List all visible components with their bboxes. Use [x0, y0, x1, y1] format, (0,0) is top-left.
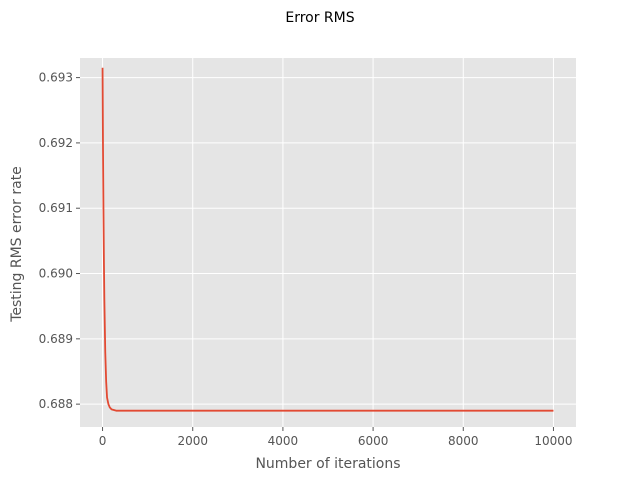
x-tick-label: 0 [99, 434, 107, 448]
y-axis-label: Testing RMS error rate [9, 166, 25, 323]
y-tick-label: 0.689 [39, 332, 73, 346]
y-tick-label: 0.693 [39, 71, 73, 85]
chart-title: Error RMS [285, 10, 354, 26]
grid [80, 58, 576, 427]
series-layer [101, 67, 554, 412]
y-tick-label: 0.692 [39, 136, 73, 150]
y-tick-label: 0.691 [39, 201, 73, 215]
y-tick-label: 0.690 [39, 267, 73, 281]
x-tick-label: 6000 [358, 434, 389, 448]
x-tick-label: 8000 [448, 434, 479, 448]
x-axis-label: Number of iterations [255, 456, 400, 472]
series-line [101, 67, 554, 412]
plot-area [80, 58, 576, 427]
x-tick-label: 10000 [534, 434, 572, 448]
y-tick-label: 0.688 [39, 397, 73, 411]
x-tick-label: 4000 [268, 434, 299, 448]
x-tick-label: 2000 [177, 434, 208, 448]
axis-ticks: 0 2000 4000 6000 8000 10000 0.688 0.689 0.690 0.6… [39, 71, 573, 448]
